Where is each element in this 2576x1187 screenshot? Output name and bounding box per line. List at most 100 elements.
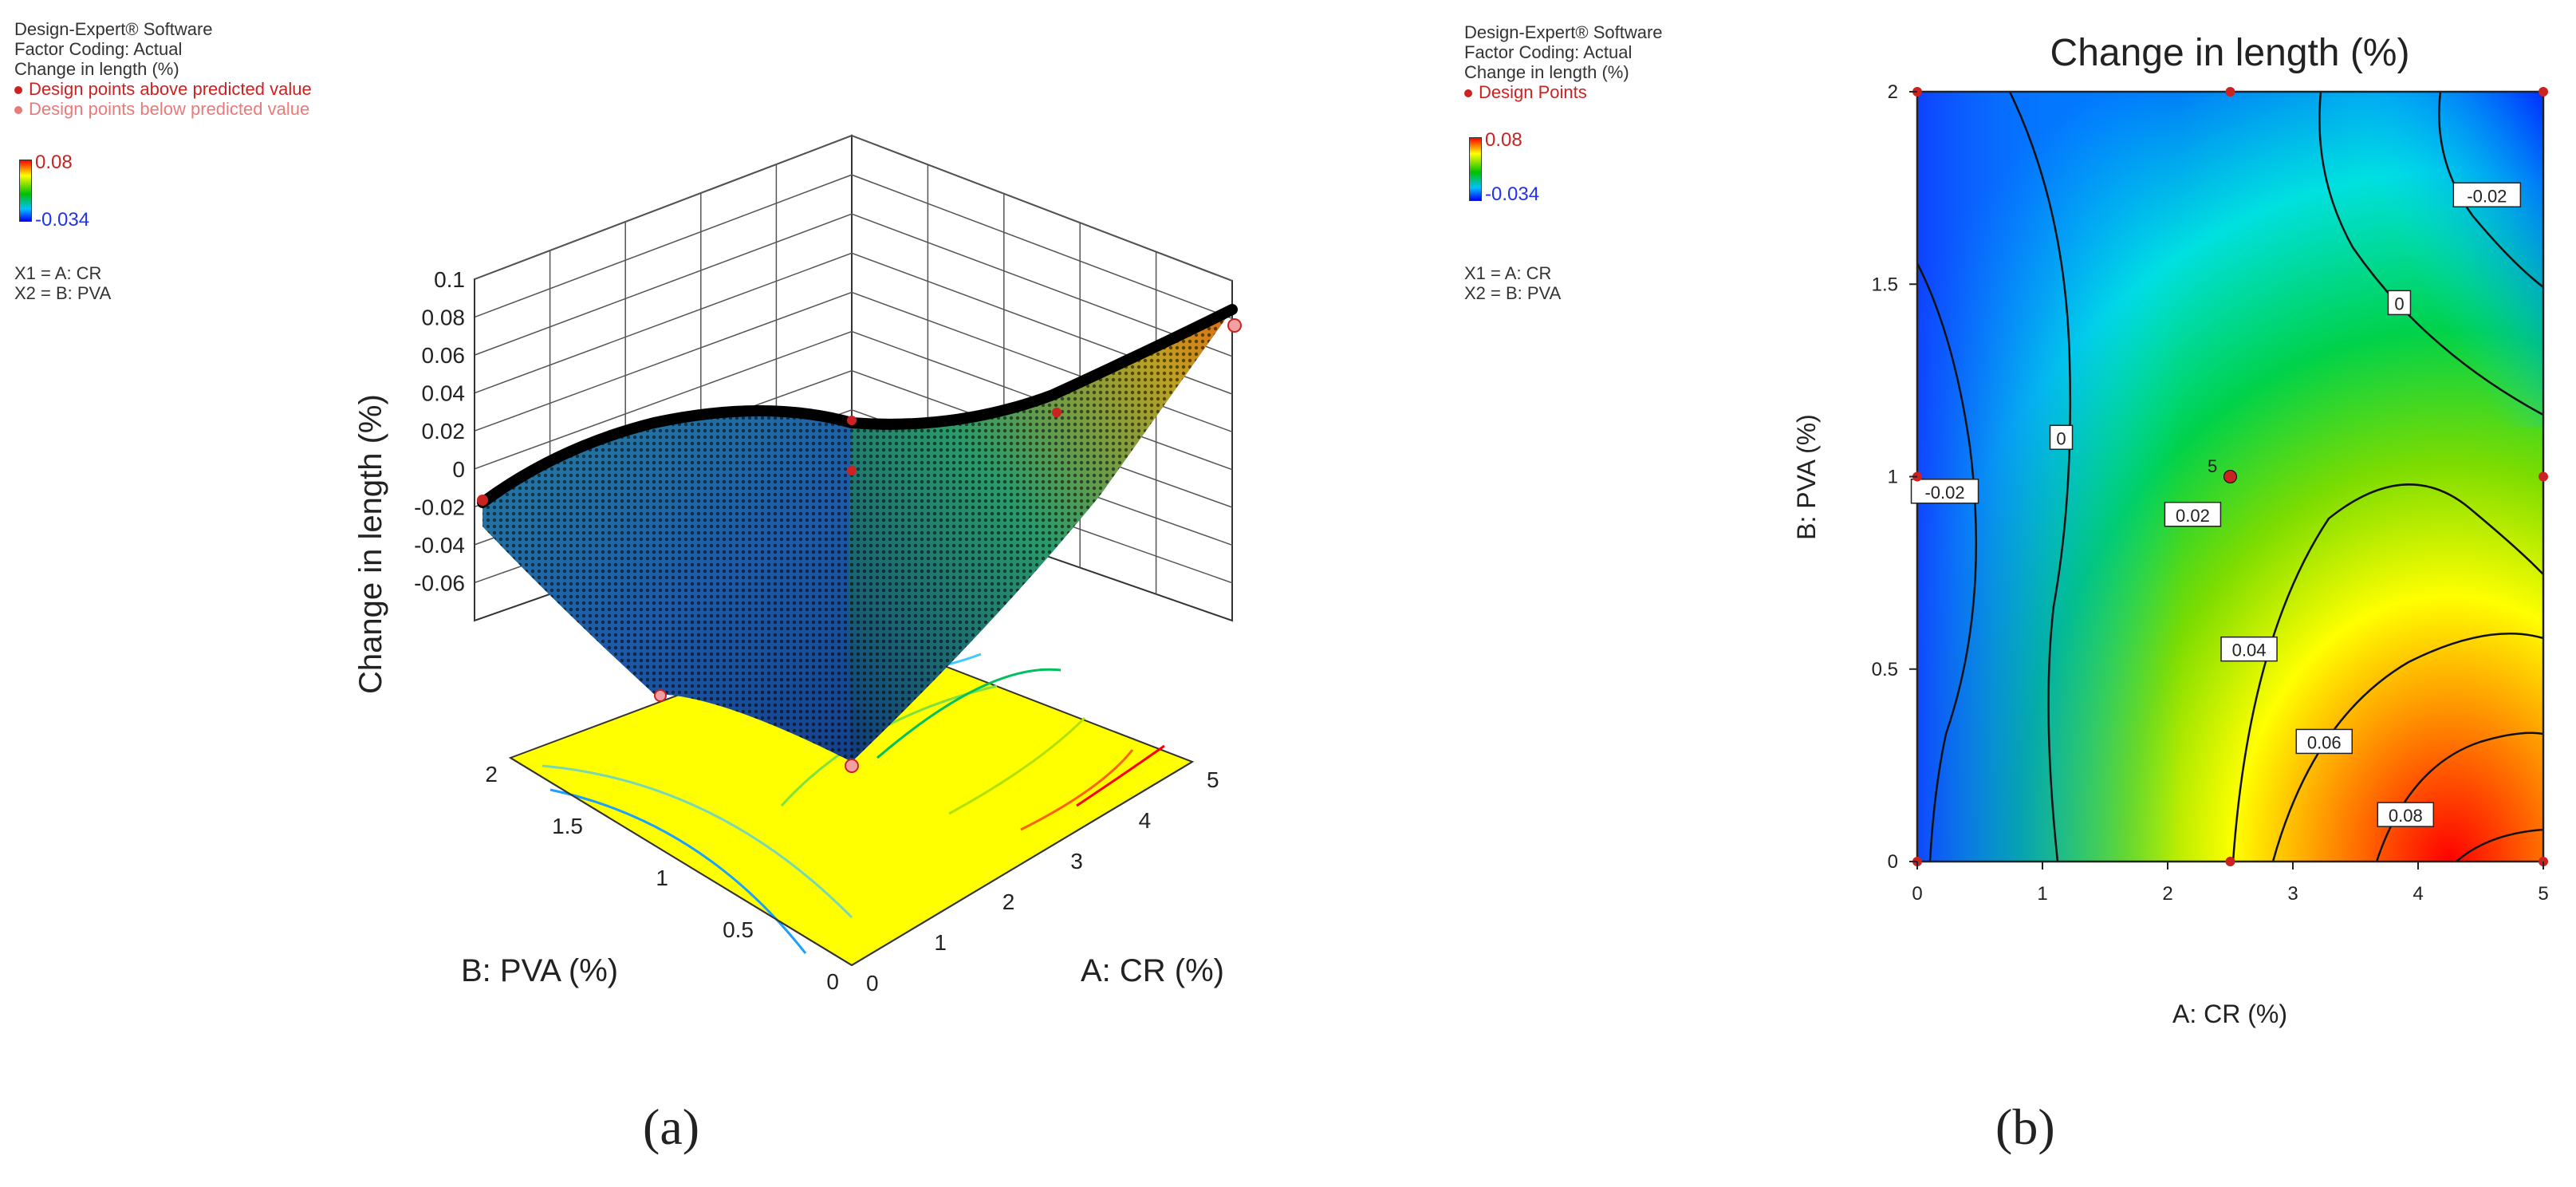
design-above-icon [14, 86, 22, 95]
contour-plot [1916, 90, 2545, 863]
center-replicate-count: 5 [2208, 456, 2217, 476]
x1-label-b: X1 = A: CR [1464, 263, 1552, 283]
z-tick-label: -0.04 [414, 533, 465, 558]
z-tick-label: -0.06 [414, 570, 465, 595]
factor-coding-b: Factor Coding: Actual [1464, 42, 1633, 62]
y-tick-label: 1 [656, 866, 668, 890]
contour-label-box [2387, 290, 2412, 316]
contour-label: -0.02 [2452, 182, 2522, 208]
colorbar-a [19, 160, 32, 222]
response-label-b: Change in length (%) [1464, 62, 1629, 82]
contour-label-box [2049, 424, 2074, 450]
y-tick-label: 0.5 [1872, 659, 1898, 680]
x-tick-label: 0 [1912, 883, 1922, 905]
contour-label-box [1910, 479, 1979, 504]
contour-title: Change in length (%) [2050, 32, 2410, 74]
z-axis-title: Change in length (%) [353, 394, 388, 694]
y-axis-title-a: B: PVA (%) [461, 953, 618, 988]
design-point [845, 759, 859, 773]
x-tick-labels-b: 0 1 2 3 4 5 [1912, 862, 2549, 905]
design-point [2539, 87, 2548, 97]
contour-label: 0.06 [2295, 728, 2353, 755]
design-point [2223, 470, 2237, 483]
legend-b: Design-Expert® Software Factor Coding: A… [1464, 22, 1663, 102]
contour-label-text: 0.06 [2307, 732, 2342, 752]
y-tick-label: 2 [485, 762, 498, 787]
design-point [2225, 87, 2235, 97]
wall-gridline [474, 213, 1233, 357]
factor-legend-a: X1 = A: CR X2 = B: PVA [14, 263, 111, 303]
x-axis-title-b: A: CR (%) [2172, 1000, 2287, 1028]
caption-a: (a) [643, 1098, 700, 1155]
x1-label-a: X1 = A: CR [14, 263, 102, 283]
z-tick-labels: 0.1 0.08 0.06 0.04 0.02 0 -0.02 -0.04 -0.06 [414, 267, 465, 595]
x-tick-label: 5 [1207, 767, 1219, 792]
colorbar-min-a: -0.034 [35, 209, 90, 231]
z-tick-label: 0.06 [422, 343, 466, 368]
design-below-label: Design points below predicted value [29, 99, 310, 119]
design-below-icon [14, 106, 22, 115]
y-tick-label: 0.5 [723, 917, 754, 942]
z-tick-label: 0.02 [422, 419, 466, 444]
caption-b: (b) [1995, 1098, 2055, 1155]
contour-label: 0.08 [2377, 802, 2435, 827]
wall-gridline [474, 135, 1233, 282]
y-tick-label: 1.5 [1872, 274, 1898, 295]
contour-label: 0 [2049, 424, 2074, 450]
contour-label-text: 0.04 [2232, 641, 2267, 661]
x-tick-label: 2 [1002, 889, 1015, 914]
y-tick-label: 1.5 [552, 814, 583, 838]
x-tick-label: 4 [1139, 808, 1152, 833]
design-point [847, 416, 857, 425]
x-tick-labels-a: 0 1 2 3 4 5 [866, 767, 1219, 996]
x-tick-label: 3 [1070, 849, 1083, 873]
contour-label: 0 [2387, 290, 2412, 316]
factor-legend-b: X1 = A: CR X2 = B: PVA [1464, 263, 1561, 303]
y-tick-label: 2 [1888, 81, 1898, 103]
contour-label: 0.02 [2164, 502, 2222, 527]
design-point [477, 495, 488, 506]
z-tick-label: -0.02 [414, 495, 465, 519]
contour-label-text: -0.02 [1924, 483, 1964, 503]
x-tick-label: 5 [2538, 883, 2548, 905]
x-tick-label: 1 [2037, 883, 2047, 905]
contour-label-box [2377, 802, 2435, 827]
contour-label-text: 0.02 [2176, 506, 2210, 526]
contour-label-box [2220, 636, 2278, 662]
software-label-a: Design-Expert® Software [14, 19, 213, 39]
design-point [847, 466, 857, 475]
x-tick-label: 3 [2287, 883, 2298, 905]
y-axis-title-b: B: PVA (%) [1792, 414, 1821, 540]
design-points-icon [1464, 89, 1472, 98]
contour-label-text: 0 [2056, 428, 2066, 448]
contour-label: -0.02 [1910, 479, 1979, 504]
y-tick-label: 0 [826, 969, 839, 994]
design-point [2225, 857, 2235, 866]
contour-label-text: 0 [2394, 294, 2404, 314]
y-tick-label: 0 [1888, 851, 1898, 873]
design-point [654, 689, 667, 702]
contour-label-box [2452, 182, 2522, 208]
contour-label: 0.04 [2220, 636, 2278, 662]
x-axis-title-a: A: CR (%) [1081, 953, 1224, 988]
design-point [1227, 318, 1242, 333]
contour-label-box [2295, 728, 2353, 755]
x-tick-label: 2 [2162, 883, 2172, 905]
wall-gridline [474, 174, 1233, 320]
response-label-a: Change in length (%) [14, 59, 179, 79]
y-tick-labels-b: 0 0.5 1 1.5 2 [1872, 81, 1917, 873]
contour-label-box [2164, 502, 2222, 527]
colorbar-b [1469, 137, 1482, 201]
colorbar-min-b: -0.034 [1485, 183, 1540, 205]
contour-label-text: -0.02 [2467, 186, 2507, 206]
colorbar-max-a: 0.08 [35, 152, 73, 173]
z-tick-label: 0.04 [422, 381, 466, 406]
design-point [1052, 408, 1062, 417]
z-tick-label: 0.08 [422, 306, 466, 330]
z-tick-label: 0.1 [434, 267, 465, 292]
legend-a: Design-Expert® Software Factor Coding: A… [14, 19, 312, 119]
design-points-a [477, 318, 1242, 773]
software-label-b: Design-Expert® Software [1464, 22, 1663, 42]
design-points-b [1912, 87, 2548, 866]
